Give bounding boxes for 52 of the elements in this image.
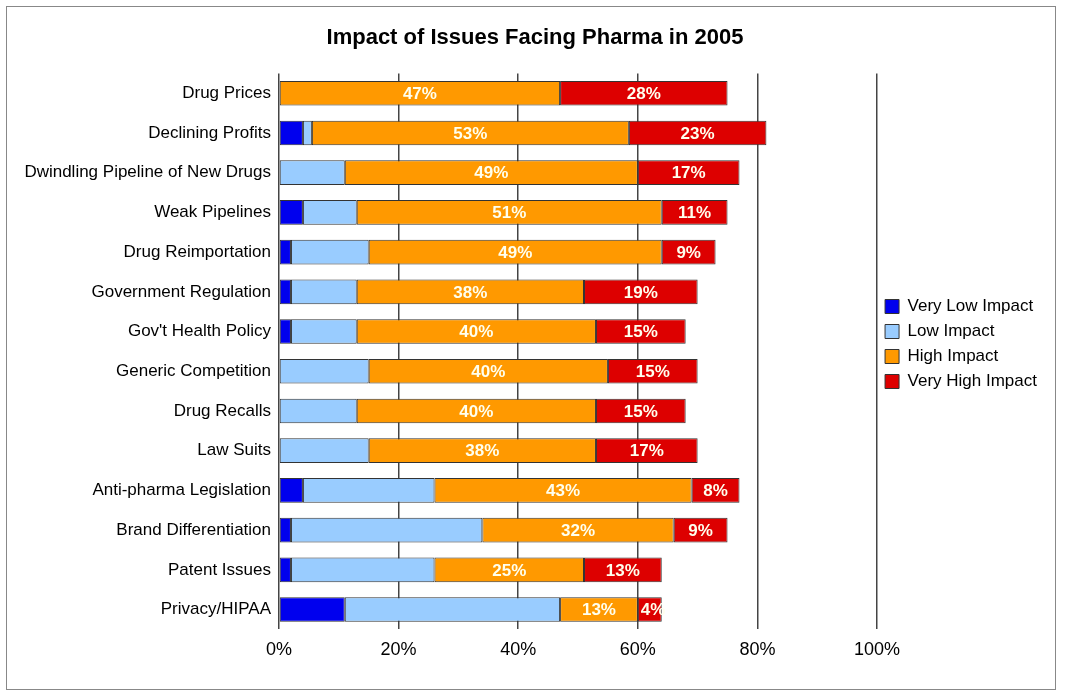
data-label: 25% — [492, 560, 527, 580]
y-tick-label: Government Regulation — [91, 281, 271, 301]
data-label: 9% — [688, 520, 713, 540]
data-label: 13% — [581, 600, 616, 620]
x-tick-label: 40% — [500, 639, 537, 660]
y-tick-label: Privacy/HIPAA — [160, 599, 272, 619]
data-label: 17% — [671, 163, 706, 183]
data-label: 9% — [676, 242, 701, 262]
data-label: 23% — [680, 123, 715, 143]
data-label: 19% — [623, 282, 658, 302]
data-label: 40% — [471, 361, 506, 381]
data-label: 32% — [561, 520, 596, 540]
data-label: 28% — [626, 83, 661, 103]
data-label: 8% — [703, 481, 728, 501]
legend-label: High Impact — [907, 346, 999, 366]
y-tick-label: Declining Profits — [148, 122, 271, 142]
y-tick-label: Generic Competition — [116, 360, 271, 380]
x-tick-label: 100% — [854, 639, 901, 660]
data-label: 49% — [474, 163, 509, 183]
data-label: 51% — [492, 203, 527, 223]
chart-title: Impact of Issues Facing Pharma in 2005 — [326, 24, 744, 50]
y-tick-label: Drug Recalls — [173, 400, 271, 420]
y-tick-label: Patent Issues — [167, 559, 271, 579]
data-label: 17% — [629, 441, 664, 461]
data-label: 15% — [623, 322, 658, 342]
data-label: 53% — [453, 123, 488, 143]
x-tick-label: 60% — [619, 639, 656, 660]
data-label: 47% — [402, 83, 437, 103]
y-tick-label: Drug Reimportation — [123, 241, 271, 261]
y-tick-label: Brand Differentiation — [116, 519, 271, 539]
x-tick-label: 20% — [380, 639, 417, 660]
data-label: 13% — [605, 560, 640, 580]
data-label: 40% — [459, 322, 494, 342]
legend-label: Very High Impact — [907, 371, 1038, 391]
data-label: 49% — [498, 242, 533, 262]
x-tick-label: 0% — [265, 639, 293, 660]
data-label: 15% — [635, 361, 670, 381]
y-tick-label: Gov't Health Policy — [127, 321, 272, 341]
data-label: 38% — [465, 441, 500, 461]
data-label: 43% — [546, 481, 581, 501]
y-tick-label: Law Suits — [197, 440, 271, 460]
data-label: 38% — [453, 282, 488, 302]
data-label: 40% — [459, 401, 494, 421]
legend-label: Low Impact — [907, 321, 995, 341]
y-tick-label: Drug Prices — [182, 82, 271, 102]
data-label: 11% — [678, 203, 712, 223]
y-tick-label: Dwindling Pipeline of New Drugs — [24, 162, 271, 182]
y-tick-label: Weak Pipelines — [154, 202, 271, 222]
y-tick-label: Anti-pharma Legislation — [92, 480, 271, 500]
x-tick-label: 80% — [739, 639, 776, 660]
data-label: 15% — [623, 401, 658, 421]
legend-label: Very Low Impact — [907, 296, 1034, 316]
